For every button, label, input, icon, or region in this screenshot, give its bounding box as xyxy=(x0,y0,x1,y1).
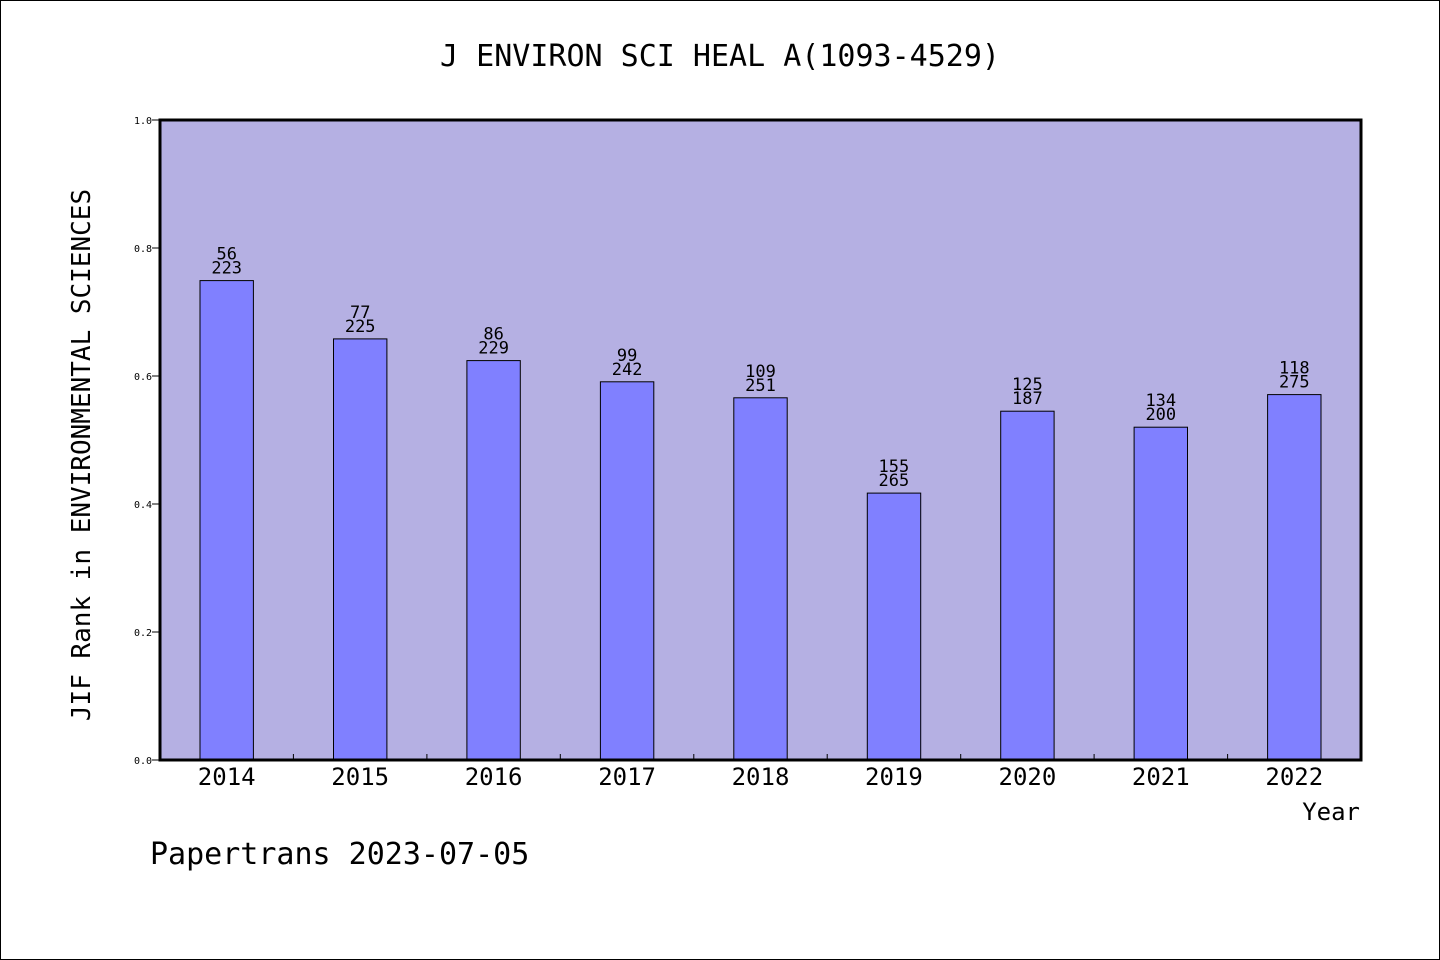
x-tick-labels: 2014 2015 2016 2017 2018 2019 2020 2021 2022 xyxy=(198,763,1323,791)
x-tick-label: 2018 xyxy=(732,763,790,791)
x-axis-label: Year xyxy=(1302,798,1360,826)
bar-2015 xyxy=(333,338,388,761)
bar-rank-label: 155 xyxy=(879,457,910,477)
x-tick-label: 2016 xyxy=(465,763,523,791)
y-tick-label: 0.4 xyxy=(134,500,152,511)
bar-rank-label: 125 xyxy=(1012,375,1043,395)
bar-total-label: 225 xyxy=(345,317,376,337)
bar-rank-label: 134 xyxy=(1145,391,1176,411)
bar-2019 xyxy=(866,492,922,761)
bar-rank-label: 109 xyxy=(745,362,776,382)
y-tick-label: 0.6 xyxy=(134,372,152,383)
bar-2022 xyxy=(1267,394,1322,761)
bar-rank-label: 99 xyxy=(617,346,637,366)
bar-rank-label: 118 xyxy=(1279,359,1310,379)
bar-total-label: 229 xyxy=(478,339,509,359)
x-tick-label: 2019 xyxy=(865,763,923,791)
x-tick-label: 2020 xyxy=(999,763,1057,791)
bar-total-label: 187 xyxy=(1012,389,1043,409)
bar-total-label: 223 xyxy=(211,259,242,279)
y-tick-label: 1.0 xyxy=(134,116,152,127)
chart-title: J ENVIRON SCI HEAL A(1093-4529) xyxy=(440,39,1000,74)
bar-2018 xyxy=(733,397,788,761)
y-axis-label: JIF Rank in ENVIRONMENTAL SCIENCES xyxy=(67,189,97,721)
bar-total-label: 251 xyxy=(745,376,776,396)
bar-rank-label: 56 xyxy=(216,245,236,265)
y-axis-ticks: 0.0 0.2 0.4 0.6 0.8 1.0 xyxy=(134,116,160,767)
x-tick-label: 2017 xyxy=(598,763,656,791)
bar-total-label: 275 xyxy=(1279,373,1310,393)
x-tick-label: 2022 xyxy=(1265,763,1323,791)
bar-total-label: 265 xyxy=(879,471,910,491)
x-tick-label: 2021 xyxy=(1132,763,1190,791)
y-tick-label: 0.0 xyxy=(134,756,152,767)
bar-2021 xyxy=(1133,426,1188,761)
bar-2016 xyxy=(466,360,521,761)
x-tick-label: 2015 xyxy=(331,763,389,791)
bar-rank-label: 77 xyxy=(350,303,370,323)
bar-total-label: 242 xyxy=(612,360,643,380)
bar-2014 xyxy=(199,280,254,761)
plot-border xyxy=(158,118,1363,762)
y-tick-label: 0.8 xyxy=(134,244,152,255)
x-tick-label: 2014 xyxy=(198,763,256,791)
footer-watermark: Papertrans 2023-07-05 xyxy=(150,837,529,872)
bar-total-label: 200 xyxy=(1145,405,1176,425)
bar-2020 xyxy=(1000,410,1055,761)
y-tick-label: 0.2 xyxy=(134,628,152,639)
x-tick-marks xyxy=(292,754,1229,760)
bar-rank-label: 86 xyxy=(483,325,503,345)
bar-2017 xyxy=(599,381,655,761)
